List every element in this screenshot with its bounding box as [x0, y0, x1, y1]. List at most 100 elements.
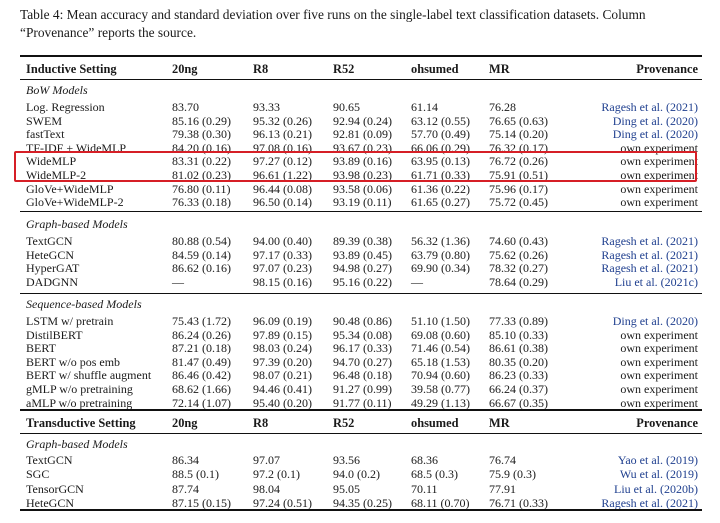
- provenance: own experiment: [620, 382, 698, 396]
- provenance: own experiment: [620, 168, 698, 182]
- table-row: BERT 87.21 (0.18) 98.03 (0.24) 96.17 (0.33)…: [0, 341, 720, 355]
- group-label-bow: BoW Models: [26, 83, 88, 97]
- score-r8: 98.04: [253, 481, 280, 496]
- model-name: WideMLP-2: [26, 168, 87, 182]
- score-r8: 95.32 (0.26): [253, 113, 312, 128]
- header-mr: MR: [489, 416, 510, 430]
- score-r52: 93.89 (0.16): [333, 154, 392, 169]
- score-ohsumed: 68.11 (0.70): [411, 496, 470, 511]
- score-mr: 74.60 (0.43): [489, 234, 548, 248]
- score-mr: 75.91 (0.51): [489, 168, 548, 182]
- score-ohsumed: 69.90 (0.34): [411, 261, 470, 276]
- header-provenance: Provenance: [636, 416, 698, 430]
- provenance[interactable]: Ragesh et al. (2021): [601, 496, 698, 511]
- score-20ng: —: [172, 275, 184, 290]
- table-row: fastText 79.38 (0.30) 96.13 (0.21) 92.81 (0…: [0, 127, 720, 141]
- highlight-box: [14, 151, 697, 182]
- header-rule: [20, 79, 702, 80]
- group-rule: [20, 293, 702, 294]
- score-mr: 76.28: [489, 100, 516, 114]
- score-20ng: 76.80 (0.11): [172, 181, 231, 196]
- score-ohsumed: 49.29 (1.13): [411, 395, 470, 410]
- score-20ng: 76.33 (0.18): [172, 195, 231, 210]
- provenance: own experiment: [620, 154, 698, 169]
- score-ohsumed: —: [411, 275, 423, 290]
- provenance[interactable]: Yao et al. (2019): [617, 453, 698, 467]
- score-r52: 93.56: [333, 453, 360, 467]
- model-name: BERT: [26, 341, 56, 356]
- score-r8: 96.09 (0.19): [253, 314, 312, 328]
- score-r8: 98.03 (0.24): [253, 341, 312, 356]
- score-r52: 92.94 (0.24): [333, 113, 392, 128]
- table-row: WideMLP-2 81.02 (0.23) 96.61 (1.22) 93.98 (…: [0, 168, 720, 182]
- score-ohsumed: 65.18 (1.53): [411, 354, 470, 369]
- score-mr: 66.67 (0.35): [489, 395, 548, 410]
- provenance[interactable]: Ragesh et al. (2021): [601, 234, 698, 248]
- table-row: GloVe+WideMLP 76.80 (0.11) 96.44 (0.08) 93.…: [0, 182, 720, 196]
- provenance[interactable]: Ragesh et al. (2021): [601, 247, 698, 262]
- header-rule: [20, 433, 702, 434]
- table-row: HeteGCN 84.59 (0.14) 97.17 (0.33) 93.89 (0.…: [0, 248, 720, 262]
- score-ohsumed: 69.08 (0.60): [411, 327, 470, 342]
- model-name: HeteGCN: [26, 496, 74, 511]
- score-mr: 75.62 (0.26): [489, 247, 548, 262]
- provenance[interactable]: Wu et al. (2019): [619, 467, 698, 482]
- provenance[interactable]: Ragesh et al. (2021): [601, 261, 698, 276]
- score-r8: 96.44 (0.08): [253, 181, 312, 196]
- provenance[interactable]: Ding et al. (2020): [612, 127, 698, 142]
- score-r52: 90.65: [333, 100, 360, 114]
- provenance: own experiment: [620, 195, 698, 210]
- score-20ng: 87.15 (0.15): [172, 496, 231, 511]
- header-20ng: 20ng: [172, 416, 198, 430]
- model-name: TensorGCN: [26, 481, 84, 496]
- model-name: gMLP w/o pretraining: [26, 382, 133, 396]
- header-provenance: Provenance: [636, 62, 698, 76]
- score-20ng: 80.88 (0.54): [172, 234, 231, 248]
- model-name: SGC: [26, 467, 50, 482]
- score-ohsumed: 63.79 (0.80): [411, 247, 470, 262]
- score-20ng: 86.24 (0.26): [172, 327, 231, 342]
- score-ohsumed: 61.65 (0.27): [411, 195, 470, 210]
- table-row: DADGNN — 98.15 (0.16) 95.16 (0.22) — 78.64 (0…: [0, 275, 720, 289]
- score-ohsumed: 51.10 (1.50): [411, 314, 470, 328]
- top-rule: [20, 55, 702, 57]
- score-ohsumed: 56.32 (1.36): [411, 234, 470, 248]
- score-20ng: 87.74: [172, 481, 199, 496]
- score-20ng: 83.31 (0.22): [172, 154, 231, 169]
- provenance[interactable]: Ragesh et al. (2021): [601, 100, 698, 114]
- provenance[interactable]: Liu et al. (2021c): [614, 275, 698, 290]
- provenance[interactable]: Ding et al. (2020): [612, 113, 698, 128]
- table-row: HeteGCN 87.15 (0.15) 97.24 (0.51) 94.35 (0.…: [0, 496, 720, 510]
- score-r8: 97.89 (0.15): [253, 327, 312, 342]
- score-mr: 85.10 (0.33): [489, 327, 548, 342]
- score-r8: 94.46 (0.41): [253, 382, 312, 396]
- score-r8: 97.24 (0.51): [253, 496, 312, 511]
- score-ohsumed: 70.94 (0.60): [411, 368, 470, 383]
- header-r52: R52: [333, 62, 355, 76]
- provenance: own experiment: [620, 368, 698, 383]
- score-20ng: 88.5 (0.1): [172, 467, 219, 482]
- score-ohsumed: 71.46 (0.54): [411, 341, 470, 356]
- model-name: BERT w/ shuffle augment: [26, 368, 152, 383]
- score-20ng: 86.62 (0.16): [172, 261, 231, 276]
- model-name: HyperGAT: [26, 261, 80, 276]
- model-name: WideMLP: [26, 154, 77, 169]
- provenance[interactable]: Liu et al. (2020b): [614, 481, 698, 496]
- score-mr: 75.9 (0.3): [489, 467, 536, 482]
- score-r52: 94.35 (0.25): [333, 496, 392, 511]
- provenance: own experiment: [620, 354, 698, 369]
- score-r52: 96.17 (0.33): [333, 341, 392, 356]
- score-ohsumed: 68.36: [411, 453, 438, 467]
- score-mr: 78.32 (0.27): [489, 261, 548, 276]
- provenance[interactable]: Ding et al. (2020): [612, 314, 698, 328]
- table-row: aMLP w/o pretraining 72.14 (1.07) 95.40 (0…: [0, 396, 720, 410]
- score-mr: 77.91: [489, 481, 516, 496]
- provenance: own experiment: [620, 327, 698, 342]
- table-row: GloVe+WideMLP-2 76.33 (0.18) 96.50 (0.14) 9…: [0, 195, 720, 209]
- group-label-graph-transductive: Graph-based Models: [26, 437, 128, 451]
- score-r8: 96.61 (1.22): [253, 168, 312, 182]
- score-ohsumed: 70.11: [411, 481, 438, 496]
- score-r8: 97.07: [253, 453, 280, 467]
- model-name: GloVe+WideMLP-2: [26, 195, 124, 210]
- table-row: HyperGAT 86.62 (0.16) 97.07 (0.23) 94.98 (0…: [0, 261, 720, 275]
